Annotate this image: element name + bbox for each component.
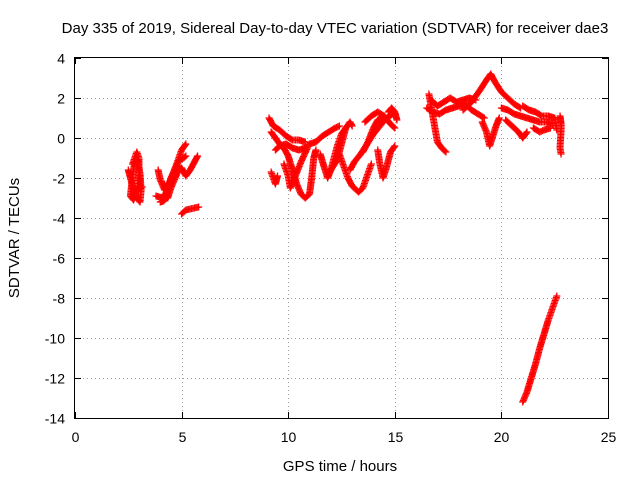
x-tick-label: 20 bbox=[494, 429, 510, 445]
data-point bbox=[312, 146, 320, 154]
data-point bbox=[442, 148, 450, 156]
series-cluster-9-15h bbox=[265, 104, 401, 202]
data-point bbox=[479, 113, 487, 121]
data-point bbox=[523, 128, 531, 136]
data-point bbox=[441, 147, 449, 155]
x-tick-label: 15 bbox=[388, 429, 404, 445]
data-point bbox=[182, 140, 190, 148]
data-point bbox=[181, 153, 189, 161]
chart-title: Day 335 of 2019, Sidereal Day-to-day VTE… bbox=[62, 20, 609, 37]
y-tick-label: 0 bbox=[57, 131, 65, 147]
data-point bbox=[274, 172, 282, 180]
data-point bbox=[194, 152, 202, 160]
series-cluster-3.7-6h bbox=[135, 140, 203, 218]
data-point bbox=[138, 183, 146, 191]
data-points bbox=[124, 70, 565, 406]
data-point bbox=[303, 144, 311, 152]
data-point bbox=[495, 114, 503, 122]
data-point bbox=[195, 203, 203, 211]
y-tick-label: -14 bbox=[45, 411, 65, 427]
data-point bbox=[391, 124, 399, 132]
x-tick-label: 10 bbox=[281, 429, 297, 445]
data-point bbox=[348, 122, 356, 130]
data-point bbox=[367, 160, 375, 168]
y-tick-label: -10 bbox=[45, 331, 65, 347]
x-tick-label: 0 bbox=[72, 429, 80, 445]
y-tick-label: -8 bbox=[53, 291, 66, 307]
x-tick-label: 25 bbox=[601, 429, 617, 445]
series-cluster-2.5-3h bbox=[124, 148, 145, 206]
data-point bbox=[390, 123, 398, 131]
y-tick-label: 2 bbox=[57, 91, 65, 107]
data-point bbox=[181, 141, 189, 149]
data-point bbox=[334, 123, 342, 131]
data-point bbox=[393, 116, 401, 124]
data-point bbox=[335, 122, 343, 130]
y-axis-label: SDTVAR / TECUs bbox=[6, 178, 23, 298]
data-point bbox=[163, 194, 171, 202]
x-axis-label: GPS time / hours bbox=[283, 458, 397, 475]
y-tick-label: -6 bbox=[53, 251, 66, 267]
data-point bbox=[557, 150, 565, 158]
series-line-21-22.7h bbox=[519, 292, 561, 406]
plot-frame bbox=[74, 57, 609, 419]
y-tick-label: -4 bbox=[53, 211, 66, 227]
data-point bbox=[546, 124, 554, 132]
data-point bbox=[129, 160, 137, 168]
data-point bbox=[553, 292, 561, 300]
data-point bbox=[301, 138, 309, 146]
series-cluster-16.5-23h bbox=[423, 70, 565, 158]
axis-ticks: 0 5 10 15 20 25 -14 -12 -10 -8 -6 -4 -2 0 2 4 bbox=[45, 51, 617, 446]
data-point bbox=[480, 114, 488, 122]
data-point bbox=[162, 195, 170, 203]
data-point bbox=[347, 121, 355, 129]
y-tick-label: -2 bbox=[53, 171, 66, 187]
data-point bbox=[390, 143, 398, 151]
data-point bbox=[391, 142, 399, 150]
y-tick-label: -12 bbox=[45, 371, 65, 387]
y-tick-label: 4 bbox=[57, 51, 65, 67]
data-point bbox=[182, 152, 190, 160]
x-tick-label: 5 bbox=[179, 429, 187, 445]
data-point bbox=[522, 129, 530, 137]
